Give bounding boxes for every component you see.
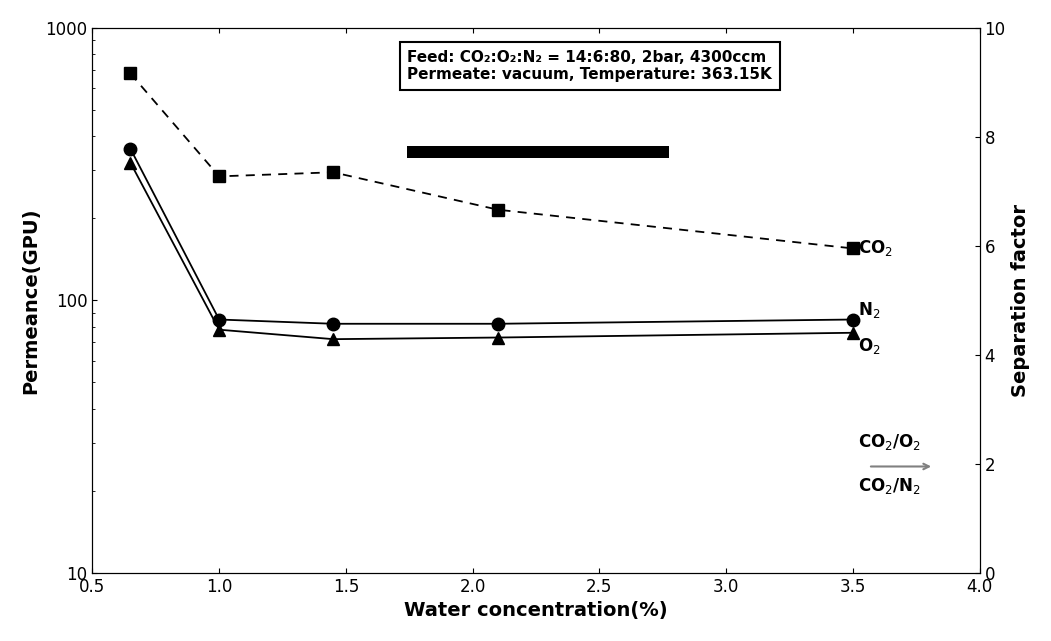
X-axis label: Water concentration(%): Water concentration(%) (405, 601, 667, 620)
Text: O$_2$: O$_2$ (858, 336, 881, 356)
Text: Feed: CO₂:O₂:N₂ = 14:6:80, 2bar, 4300ccm
Permeate: vacuum, Temperature: 363.15K: Feed: CO₂:O₂:N₂ = 14:6:80, 2bar, 4300ccm… (408, 49, 772, 82)
Text: CO$_2$/N$_2$: CO$_2$/N$_2$ (858, 476, 921, 495)
Bar (408, 146, 669, 158)
Y-axis label: Permeance(GPU): Permeance(GPU) (21, 207, 40, 394)
Y-axis label: Separation factor: Separation factor (1011, 204, 1030, 397)
Text: N$_2$: N$_2$ (858, 300, 881, 320)
Text: CO$_2$: CO$_2$ (858, 238, 892, 258)
Text: CO$_2$/O$_2$: CO$_2$/O$_2$ (858, 432, 921, 452)
